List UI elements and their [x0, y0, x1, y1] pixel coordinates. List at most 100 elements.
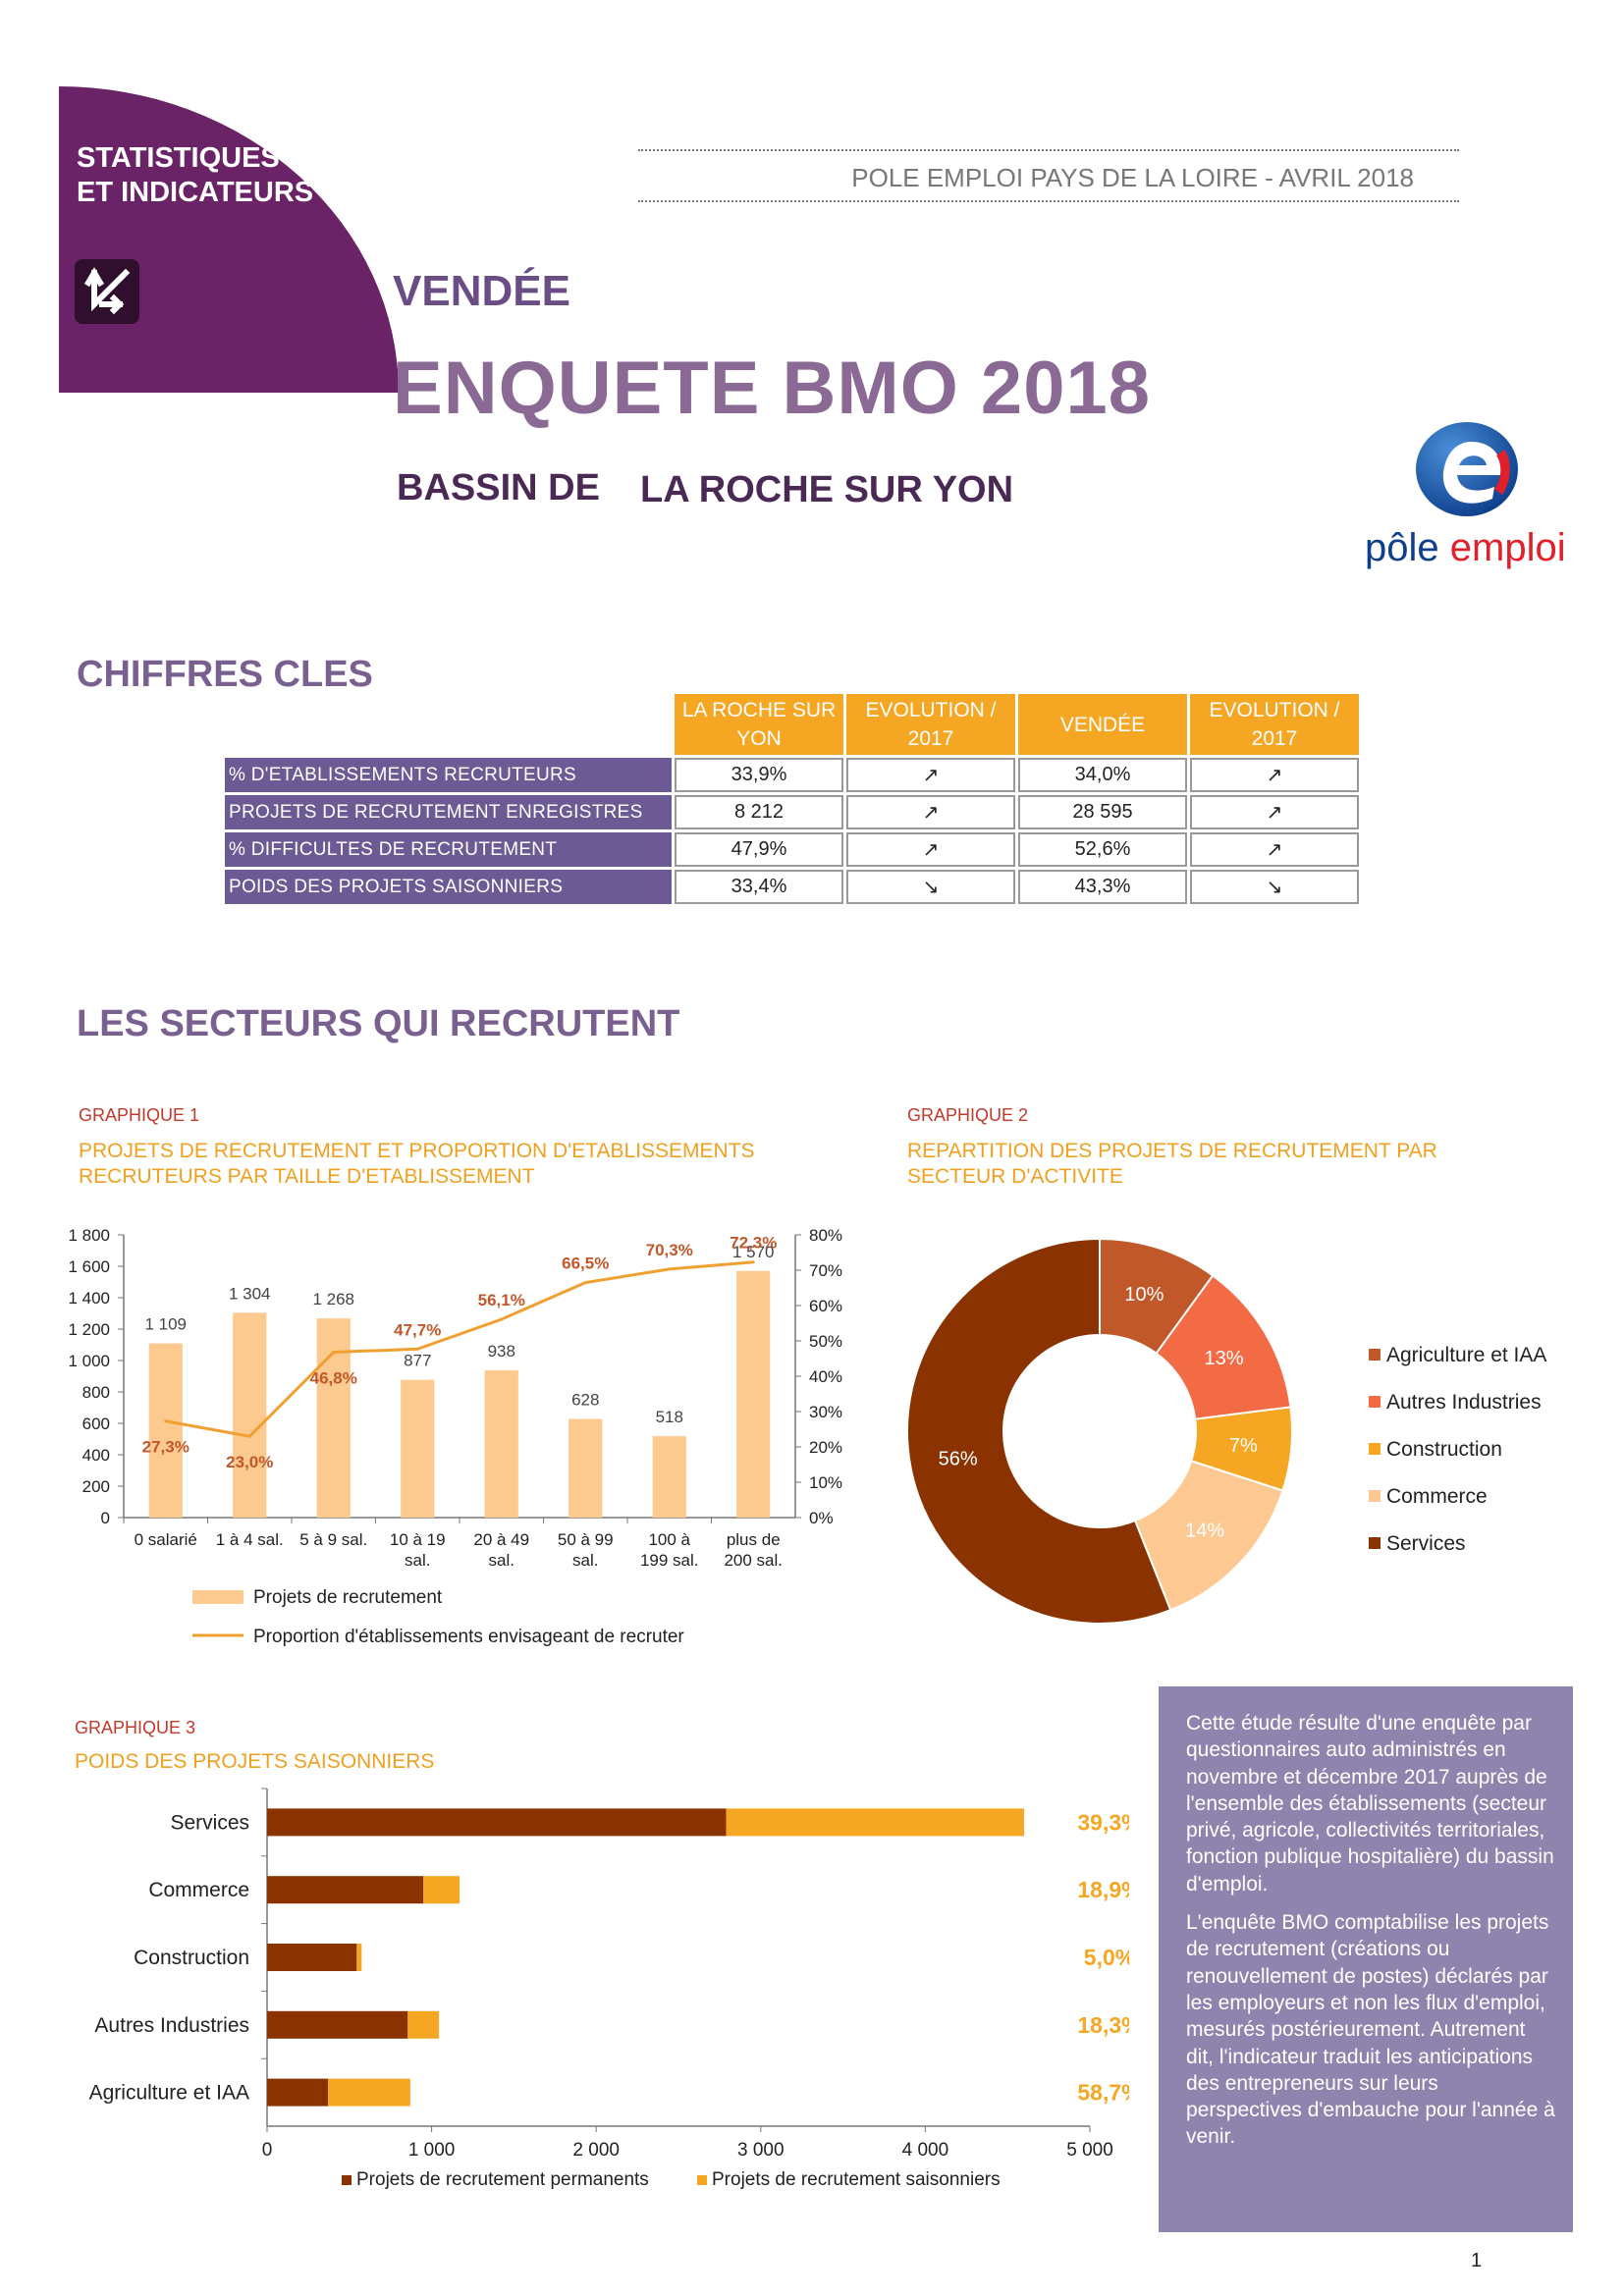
y-tick-label-left: 0 [101, 1509, 110, 1527]
line-data-label: 47,7% [394, 1320, 441, 1339]
proportion-line [165, 1260, 754, 1438]
local-value: 33,4% [675, 870, 843, 904]
table-header-row: LA ROCHE SUR YON EVOLUTION / 2017 VENDÉE… [225, 694, 1359, 755]
line-data-label: 72,3% [730, 1234, 777, 1253]
category-label: Commerce [148, 1879, 249, 1901]
statistics-arrows-icon [75, 259, 139, 324]
row-label: PROJETS DE RECRUTEMENT ENREGISTRES [225, 795, 672, 829]
logo-word-pole: pôle [1365, 526, 1439, 569]
pie-slice [906, 1237, 1172, 1625]
y-tick-label-right: 20% [809, 1438, 842, 1457]
pie-slice-label: 56% [939, 1449, 978, 1470]
trend-arrow-icon: ↘ [846, 870, 1015, 904]
region-title: VENDÉE [393, 267, 570, 315]
bar-data-label: 1 109 [144, 1315, 187, 1334]
header-rule-bottom [638, 200, 1459, 202]
row-label: % DIFFICULTES DE RECRUTEMENT [225, 832, 672, 867]
x-tick-label: 0 salarié [135, 1530, 197, 1549]
legend-swatch [1369, 1443, 1380, 1455]
graph1-label: GRAPHIQUE 1 [79, 1105, 200, 1125]
stacked-bar-segment [423, 1876, 460, 1904]
y-tick-label-right: 80% [809, 1226, 842, 1245]
graph3-title: POIDS DES PROJETS SAISONNIERS [75, 1750, 435, 1773]
bar [568, 1418, 603, 1518]
trend-arrow-icon: ↗ [846, 832, 1015, 867]
y-tick-label-right: 30% [809, 1403, 842, 1421]
y-tick-label-left: 1 400 [68, 1289, 110, 1308]
stacked-bar-segment [726, 1808, 1024, 1837]
seasonal-share-label: 39,3% [1077, 1809, 1129, 1835]
bar [401, 1379, 435, 1518]
x-tick-label: 5 000 [1066, 2140, 1113, 2161]
graph1-title-line-2: RECRUTEURS PAR TAILLE D'ETABLISSEMENT [79, 1165, 535, 1188]
table-row: POIDS DES PROJETS SAISONNIERS 33,4% ↘ 43… [225, 870, 1359, 904]
pie-slice-label: 10% [1124, 1284, 1164, 1306]
legend-label: Autres Industries [1386, 1391, 1542, 1414]
x-tick-label: 4 000 [902, 2140, 949, 2161]
line-point [415, 1347, 419, 1351]
x-tick-label: 0 [262, 2140, 273, 2161]
legend-swatch-seasonal [697, 2175, 707, 2185]
line-point [751, 1260, 755, 1264]
y-tick-label-left: 400 [82, 1446, 110, 1465]
local-value: 47,9% [675, 832, 843, 867]
trend-arrow-icon: ↗ [846, 758, 1015, 792]
category-label: Construction [134, 1947, 249, 1969]
line-data-label: 56,1% [478, 1291, 525, 1309]
legend-swatch [1369, 1396, 1380, 1408]
line-data-label: 27,3% [142, 1438, 189, 1457]
header-dept: VENDÉE [1018, 694, 1187, 755]
bar-data-label: 518 [656, 1408, 683, 1426]
x-tick-label: 10 à 19 [390, 1530, 446, 1549]
category-label: Autres Industries [94, 2014, 249, 2037]
legend-swatch-permanent [342, 2175, 352, 2185]
x-tick-label: plus de [727, 1530, 781, 1549]
methodology-paragraph-2: L'enquête BMO comptabilise les projets d… [1186, 1911, 1555, 2149]
seasonal-share-label: 5,0% [1084, 1945, 1129, 1970]
bar [652, 1436, 686, 1518]
pie-slice-label: 14% [1185, 1521, 1224, 1542]
legend-line-label: Proportion d'établissements envisageant … [253, 1627, 684, 1647]
basin-name: LA ROCHE SUR YON [640, 469, 1014, 510]
methodology-box: Cette étude résulte d'une enquête par qu… [1159, 1686, 1573, 2232]
legend-swatch [1369, 1537, 1380, 1549]
y-tick-label-left: 1 200 [68, 1320, 110, 1339]
legend-swatch [1369, 1490, 1380, 1502]
trend-arrow-icon: ↘ [1190, 870, 1359, 904]
line-data-label: 66,5% [562, 1255, 609, 1273]
trend-arrow-icon: ↗ [1190, 832, 1359, 867]
bar-data-label: 938 [488, 1342, 515, 1361]
stacked-bar-segment [328, 2078, 410, 2107]
x-tick-label: sal. [489, 1551, 514, 1570]
y-tick-label-right: 70% [809, 1261, 842, 1280]
x-tick-label: 199 sal. [640, 1551, 699, 1570]
y-tick-label-left: 800 [82, 1383, 110, 1402]
pole-emploi-logo-icon [1410, 420, 1524, 518]
bar-data-label: 628 [571, 1391, 599, 1410]
header-local-evolution: EVOLUTION / 2017 [846, 694, 1015, 755]
x-tick-label: 2 000 [572, 2140, 620, 2161]
graph2-label: GRAPHIQUE 2 [907, 1105, 1029, 1125]
row-label: POIDS DES PROJETS SAISONNIERS [225, 870, 672, 904]
stacked-bar-segment [407, 2010, 440, 2039]
bar [233, 1312, 267, 1518]
legend-swatch [1369, 1349, 1380, 1361]
bar [736, 1270, 771, 1518]
y-tick-label-left: 200 [82, 1477, 110, 1496]
line-data-label: 70,3% [646, 1241, 693, 1259]
seasonal-share-label: 18,3% [1077, 2012, 1129, 2038]
key-figures-table: LA ROCHE SUR YON EVOLUTION / 2017 VENDÉE… [222, 691, 1362, 907]
bar-data-label: 1 570 [732, 1243, 775, 1261]
key-figures-title: CHIFFRES CLES [77, 654, 373, 695]
line-data-label: 46,8% [310, 1369, 357, 1388]
seasonal-share-label: 58,7% [1077, 2080, 1129, 2106]
legend-bar-swatch [192, 1590, 244, 1604]
graph1-title-line-1: PROJETS DE RECRUTEMENT ET PROPORTION D'E… [79, 1140, 755, 1162]
y-tick-label-right: 50% [809, 1332, 842, 1351]
brand-line-2: ET INDICATEURS [77, 177, 314, 208]
table-corner [225, 694, 672, 755]
x-tick-label: 20 à 49 [473, 1530, 529, 1549]
y-tick-label-left: 600 [82, 1415, 110, 1433]
y-tick-label-left: 1 800 [68, 1226, 110, 1245]
bar [484, 1369, 518, 1518]
